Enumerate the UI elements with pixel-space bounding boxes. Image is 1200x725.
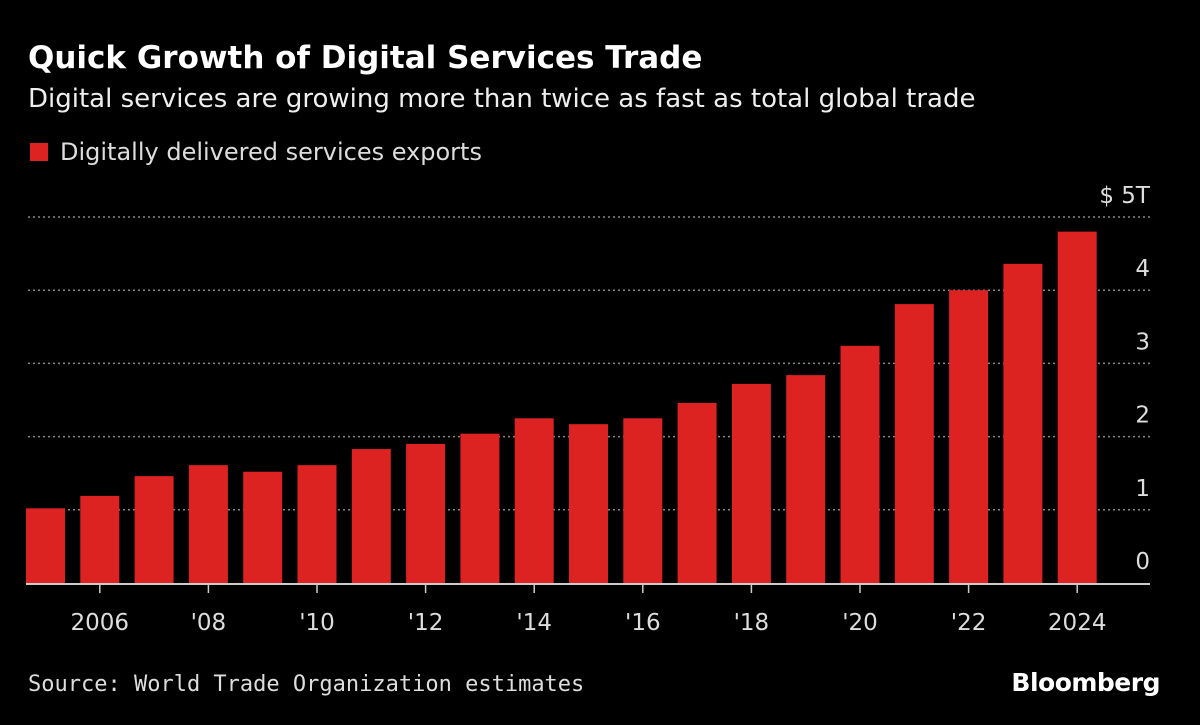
x-tick-label: 2024 <box>1048 610 1107 636</box>
bar-2005 <box>26 508 65 583</box>
legend-label: Digitally delivered services exports <box>60 138 482 166</box>
bar-2007 <box>134 476 174 583</box>
chart-title: Quick Growth of Digital Services Trade <box>28 40 703 76</box>
bar-2008 <box>188 465 228 583</box>
x-tick-label: '10 <box>299 610 335 636</box>
bar-2023 <box>1003 263 1043 583</box>
bar-2011 <box>351 449 391 583</box>
y-tick-label: 2 <box>1135 403 1150 429</box>
bar-2019 <box>786 375 826 583</box>
y-tick-label: 3 <box>1135 329 1150 355</box>
legend: Digitally delivered services exports <box>30 138 482 166</box>
bar-2022 <box>949 290 989 583</box>
x-tick-label: '22 <box>951 610 987 636</box>
x-tick-label: '20 <box>842 610 878 636</box>
bar-2018 <box>731 383 771 583</box>
x-tick-label: '16 <box>625 610 661 636</box>
legend-swatch <box>30 143 48 161</box>
bar-2006 <box>80 495 120 583</box>
x-tick-label: 2006 <box>71 610 130 636</box>
x-tick-label: '12 <box>408 610 444 636</box>
bar-2021 <box>894 304 934 583</box>
bar-2020 <box>840 345 880 583</box>
bar-2014 <box>514 418 554 583</box>
x-tick-label: '08 <box>191 610 227 636</box>
chart-subtitle: Digital services are growing more than t… <box>28 84 976 114</box>
y-tick-label: 0 <box>1135 549 1150 575</box>
bar-2015 <box>569 424 608 583</box>
bar-2012 <box>406 443 446 583</box>
y-tick-label: $ 5T <box>1099 183 1151 209</box>
bar-2016 <box>623 418 663 583</box>
y-tick-label: 1 <box>1135 476 1150 502</box>
bar-2024 <box>1057 231 1097 583</box>
bar-2009 <box>243 471 283 583</box>
y-tick-label: 4 <box>1135 256 1150 282</box>
bar-2017 <box>677 402 717 583</box>
source-note: Source: World Trade Organization estimat… <box>28 672 585 697</box>
bar-2010 <box>297 465 337 583</box>
x-tick-label: '18 <box>734 610 770 636</box>
bar-2013 <box>460 433 500 583</box>
bloomberg-logo: Bloomberg <box>1011 668 1160 697</box>
x-tick-label: '14 <box>516 610 552 636</box>
